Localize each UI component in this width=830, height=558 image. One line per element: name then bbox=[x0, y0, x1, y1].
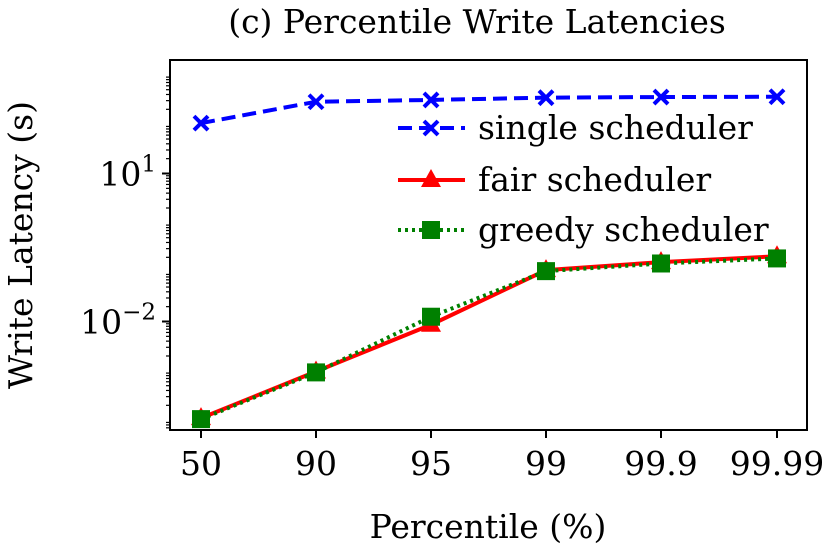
series-line bbox=[200, 254, 778, 420]
series-single-scheduler bbox=[192, 88, 786, 132]
x-tick-label: 99.99 bbox=[730, 444, 824, 483]
data-point bbox=[652, 254, 670, 273]
legend-marker bbox=[422, 221, 440, 239]
series-line bbox=[200, 94, 778, 126]
legend-label: fair scheduler bbox=[478, 160, 711, 199]
y-tick-label: 101 bbox=[99, 152, 156, 194]
series-line bbox=[200, 256, 778, 421]
legend-entry: greedy scheduler bbox=[398, 210, 769, 249]
data-point bbox=[307, 93, 325, 111]
legend-entry: single scheduler bbox=[398, 108, 753, 147]
y-axis-label: Write Latency (s) bbox=[1, 101, 40, 389]
chart-title: (c) Percentile Write Latencies bbox=[228, 2, 726, 41]
data-point bbox=[422, 307, 440, 326]
series-greedy-scheduler bbox=[192, 249, 786, 429]
data-point bbox=[768, 88, 786, 106]
legend: single scheduler fair scheduler greedy sch… bbox=[398, 108, 769, 249]
legend-label: single scheduler bbox=[478, 108, 753, 147]
legend-marker bbox=[421, 169, 441, 187]
data-point bbox=[307, 363, 325, 382]
x-axis-label: Percentile (%) bbox=[370, 507, 607, 546]
data-point bbox=[537, 262, 555, 281]
x-tick-label: 90 bbox=[295, 444, 337, 483]
legend-entry: fair scheduler bbox=[398, 160, 711, 199]
data-point bbox=[192, 114, 210, 132]
plot-frame bbox=[169, 59, 808, 431]
data-point bbox=[422, 91, 440, 109]
x-tick-label: 99.9 bbox=[624, 444, 697, 483]
data-point bbox=[768, 249, 786, 268]
data-point bbox=[192, 410, 210, 429]
x-tick-label: 95 bbox=[410, 444, 452, 483]
y-tick-label: 10−2 bbox=[80, 300, 156, 342]
data-point bbox=[652, 88, 670, 106]
x-tick-label: 99 bbox=[525, 444, 567, 483]
x-tick-label: 50 bbox=[180, 444, 222, 483]
legend-label: greedy scheduler bbox=[478, 210, 769, 249]
series-fair-scheduler bbox=[191, 245, 787, 426]
legend-marker bbox=[422, 119, 440, 137]
data-point bbox=[537, 89, 555, 107]
